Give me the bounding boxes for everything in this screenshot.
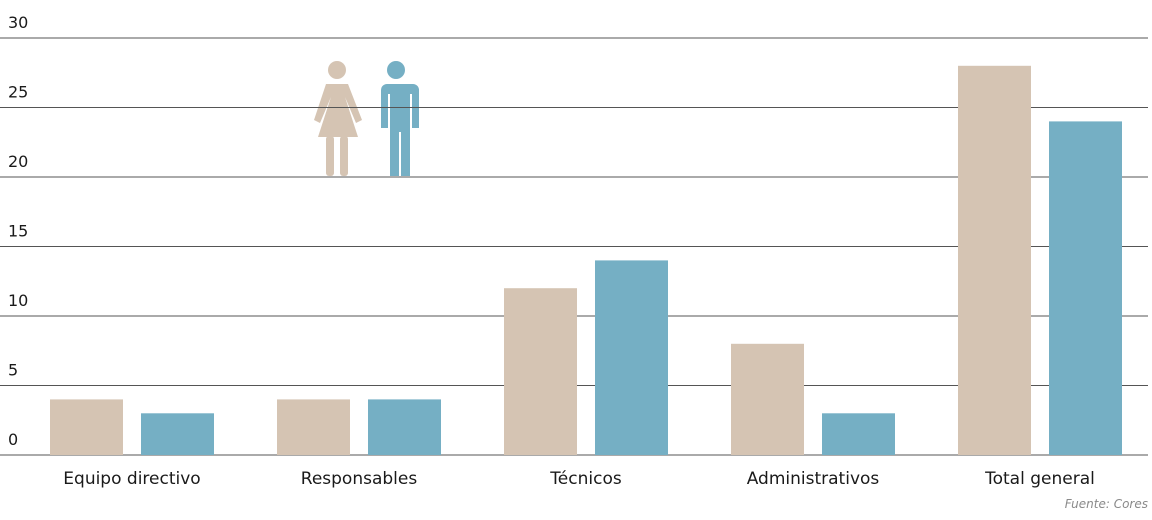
source-note: Fuente: Cores bbox=[1065, 497, 1148, 511]
y-tick-label: 0 bbox=[8, 430, 18, 449]
bar bbox=[141, 413, 214, 455]
bar bbox=[277, 399, 350, 455]
y-tick-label: 25 bbox=[8, 83, 28, 102]
y-tick-label: 20 bbox=[8, 152, 28, 171]
bar bbox=[368, 399, 441, 455]
y-tick-label: 15 bbox=[8, 222, 28, 241]
y-tick-label: 5 bbox=[8, 361, 18, 380]
y-tick-label: 10 bbox=[8, 291, 28, 310]
bar bbox=[1049, 121, 1122, 456]
x-tick-label: Total general bbox=[984, 469, 1095, 489]
x-tick-label: Administrativos bbox=[747, 469, 880, 489]
bar bbox=[504, 288, 577, 455]
y-tick-label: 30 bbox=[8, 13, 28, 32]
men-icon bbox=[379, 61, 419, 176]
bar bbox=[595, 260, 668, 455]
x-tick-label: Técnicos bbox=[549, 469, 622, 489]
x-tick-label: Equipo directivo bbox=[63, 469, 200, 489]
x-tick-label: Responsables bbox=[301, 469, 418, 489]
bar bbox=[50, 399, 123, 455]
bar bbox=[958, 65, 1031, 456]
bar bbox=[731, 343, 804, 455]
bar bbox=[822, 413, 895, 455]
women-icon bbox=[314, 61, 362, 176]
